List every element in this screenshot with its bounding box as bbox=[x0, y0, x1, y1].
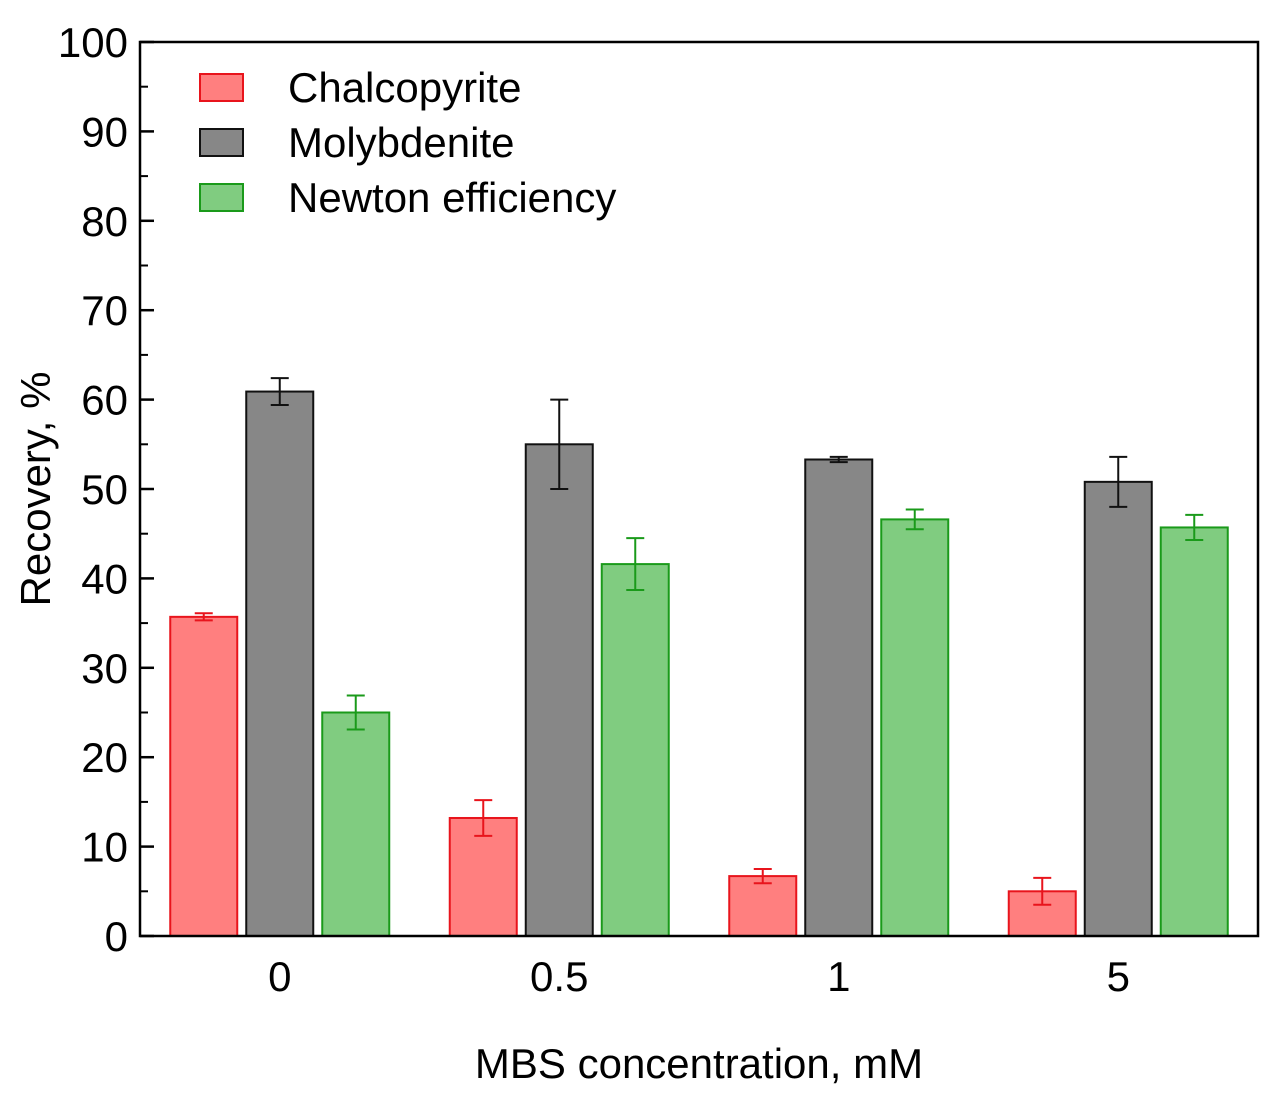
x-tick-label: 0.5 bbox=[530, 953, 588, 1000]
legend-swatch-molybdenite bbox=[199, 128, 244, 157]
y-tick-label: 50 bbox=[81, 466, 128, 513]
bars-layer bbox=[169, 377, 1229, 938]
bar-molybdenite-1 bbox=[524, 443, 594, 937]
legend-label-chalcopyrite: Chalcopyrite bbox=[288, 64, 521, 111]
bar-molybdenite-0 bbox=[245, 390, 315, 937]
legend-label-molybdenite: Molybdenite bbox=[288, 119, 514, 166]
x-tick-label: 0 bbox=[268, 953, 291, 1000]
x-axis: 0 0.5 1 5 bbox=[268, 953, 1130, 1000]
y-tick-label: 90 bbox=[81, 108, 128, 155]
bar-newton-efficiency-2 bbox=[880, 518, 950, 937]
y-tick-label: 70 bbox=[81, 287, 128, 334]
y-tick-label: 0 bbox=[105, 913, 128, 960]
x-tick-label: 1 bbox=[827, 953, 850, 1000]
y-tick-label: 80 bbox=[81, 198, 128, 245]
y-tick-label: 60 bbox=[81, 377, 128, 424]
y-tick-label: 20 bbox=[81, 734, 128, 781]
y-axis: 0 10 20 30 40 50 60 70 80 90 100 bbox=[58, 19, 154, 960]
y-tick-label: 10 bbox=[81, 824, 128, 871]
y-tick-label: 100 bbox=[58, 19, 128, 66]
bar-newton-efficiency-3 bbox=[1159, 526, 1229, 938]
y-tick-label: 30 bbox=[81, 645, 128, 692]
bar-molybdenite-2 bbox=[804, 458, 874, 937]
bar-chalcopyrite-2 bbox=[728, 875, 798, 937]
legend-swatch-chalcopyrite bbox=[199, 73, 244, 102]
bar-newton-efficiency-0 bbox=[321, 711, 391, 937]
legend-label-newton-efficiency: Newton efficiency bbox=[288, 174, 616, 221]
legend: Chalcopyrite Molybdenite Newton efficiency bbox=[199, 64, 616, 221]
y-tick-label: 40 bbox=[81, 555, 128, 602]
bar-molybdenite-3 bbox=[1083, 480, 1153, 937]
x-tick-label: 5 bbox=[1107, 953, 1130, 1000]
legend-swatch-newton-efficiency bbox=[199, 183, 244, 212]
x-axis-title: MBS concentration, mM bbox=[475, 1040, 923, 1087]
y-axis-title: Recovery, % bbox=[12, 372, 59, 607]
bar-chalcopyrite-0 bbox=[169, 615, 239, 937]
bar-newton-efficiency-1 bbox=[600, 563, 670, 937]
